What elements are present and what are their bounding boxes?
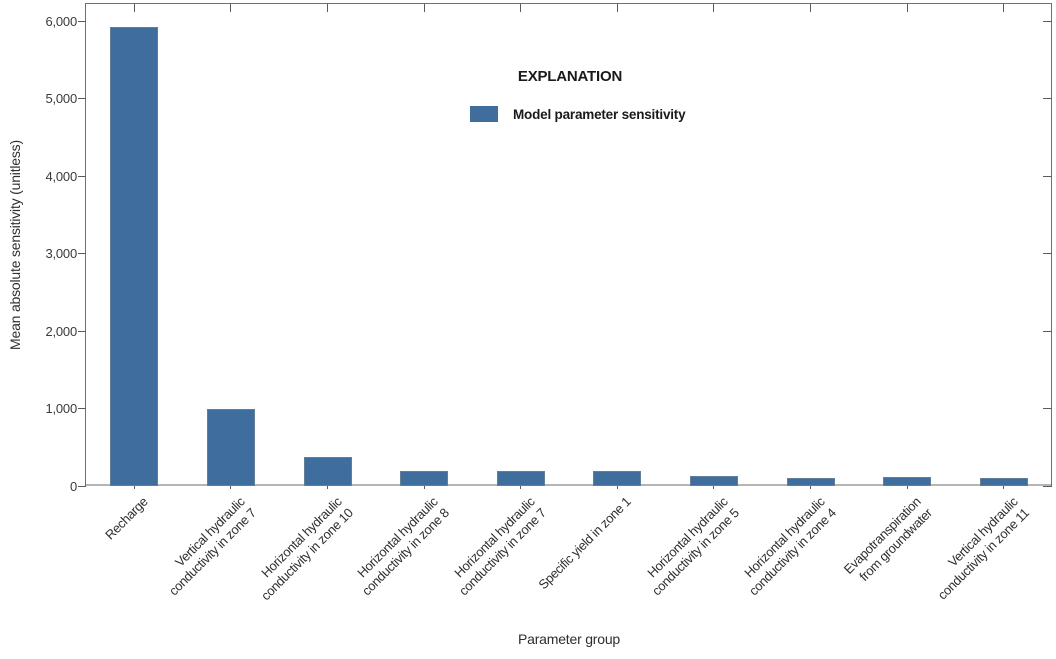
x-tick-bottom bbox=[520, 486, 522, 489]
x-tick-top bbox=[520, 4, 522, 12]
x-tick-bottom bbox=[327, 486, 328, 489]
bar bbox=[496, 470, 545, 486]
y-tick-label: 5,000 bbox=[45, 91, 77, 107]
x-tick-bottom bbox=[810, 486, 811, 489]
y-tick-left bbox=[78, 330, 86, 332]
y-tick-right bbox=[1043, 20, 1052, 22]
x-tick-top bbox=[616, 4, 618, 12]
y-tick-right bbox=[1043, 330, 1052, 332]
y-tick-label: 0 bbox=[69, 478, 77, 494]
y-tick-right bbox=[1043, 98, 1052, 100]
y-axis-line bbox=[85, 3, 86, 486]
legend-item: Model parameter sensitivity bbox=[420, 106, 720, 122]
x-tick-top bbox=[423, 4, 425, 12]
y-tick-left bbox=[78, 175, 86, 177]
y-tick-label: 3,000 bbox=[45, 246, 77, 262]
x-tick-top bbox=[230, 4, 232, 12]
y-tick-right bbox=[1043, 485, 1052, 487]
bar bbox=[689, 475, 738, 486]
y-tick-left bbox=[78, 98, 86, 100]
legend-swatch bbox=[470, 106, 498, 122]
x-tick-top bbox=[133, 4, 135, 12]
x-axis-title: Parameter group bbox=[517, 631, 621, 647]
y-tick-label: 6,000 bbox=[45, 13, 77, 29]
bar bbox=[883, 477, 932, 486]
bar bbox=[979, 477, 1028, 486]
legend-item-label: Model parameter sensitivity bbox=[513, 106, 686, 122]
y-tick-right bbox=[1043, 253, 1052, 255]
x-tick-bottom bbox=[1003, 486, 1005, 489]
y-tick-right bbox=[1043, 175, 1052, 177]
x-tick-bottom bbox=[133, 486, 135, 489]
bar bbox=[593, 470, 642, 486]
x-tick-bottom bbox=[906, 486, 908, 489]
x-tick-top bbox=[810, 4, 811, 12]
x-tick-top bbox=[906, 4, 908, 12]
x-tick-top bbox=[1003, 4, 1005, 12]
x-tick-top bbox=[327, 4, 328, 12]
x-tick-bottom bbox=[423, 486, 425, 489]
y-tick-left bbox=[78, 20, 86, 22]
x-tick-bottom bbox=[616, 486, 618, 489]
y-tick-label: 4,000 bbox=[45, 168, 77, 184]
y-tick-right bbox=[1043, 408, 1052, 409]
y-tick-label: 2,000 bbox=[45, 323, 77, 339]
x-tick-bottom bbox=[713, 486, 715, 489]
x-axis-line bbox=[85, 484, 1052, 486]
x-tick-bottom bbox=[230, 486, 232, 489]
legend-title: EXPLANATION bbox=[517, 68, 623, 85]
y-tick-left bbox=[78, 485, 86, 487]
x-tick-top bbox=[713, 4, 715, 12]
y-tick-label: 1,000 bbox=[45, 401, 77, 416]
y-tick-left bbox=[78, 408, 86, 409]
bar bbox=[786, 477, 835, 486]
y-axis-title: Mean absolute sensitivity (unitless) bbox=[7, 140, 23, 350]
bar bbox=[400, 470, 449, 486]
y-tick-left bbox=[78, 253, 86, 255]
plot-frame-top bbox=[85, 3, 1052, 4]
legend: EXPLANATION Model parameter sensitivity bbox=[420, 68, 720, 122]
bar bbox=[303, 456, 352, 486]
bar bbox=[206, 408, 255, 486]
bar bbox=[110, 27, 159, 486]
plot-frame-right bbox=[1051, 3, 1052, 486]
